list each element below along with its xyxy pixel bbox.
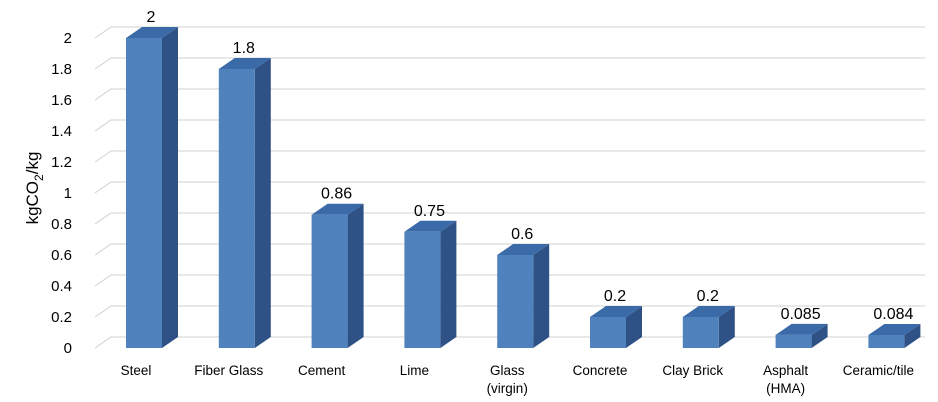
bar-side (811, 323, 828, 348)
data-label: 0.86 (321, 186, 352, 203)
bar (311, 203, 364, 348)
bar (590, 306, 642, 348)
data-label: 2 (147, 9, 156, 26)
y-tick-label: 0.6 (51, 247, 72, 264)
bar-front (404, 231, 441, 348)
x-category-label: Clay Brick (662, 363, 723, 378)
x-category-label: Lime (400, 363, 429, 378)
y-tick-label: 0.4 (51, 278, 72, 295)
gridline (94, 336, 925, 349)
gridline (94, 57, 925, 70)
bar-top (497, 244, 550, 255)
y-tick-label: 1.6 (51, 92, 72, 109)
gridline (94, 243, 925, 256)
data-label: 0.75 (414, 203, 445, 220)
data-label: 0.084 (873, 306, 913, 323)
y-tick-label: 0.8 (51, 216, 72, 233)
x-category-label: Concrete (573, 363, 628, 378)
data-labels: 2 1.8 0.86 0.75 0.6 0.2 0.2 0.085 0.084 (147, 9, 914, 323)
bar-side (254, 58, 271, 348)
bar (126, 27, 178, 348)
y-tick-label: 1 (64, 185, 72, 202)
bar-side (533, 244, 550, 348)
bar-top (682, 306, 735, 317)
gridline (94, 181, 925, 194)
bar-side (162, 27, 178, 348)
y-tick-label: 2 (64, 30, 72, 47)
bar-side (626, 306, 642, 348)
bar-top (126, 27, 178, 38)
bars (126, 27, 921, 348)
bar-top (311, 203, 364, 215)
bar-front (590, 317, 626, 348)
y-axis-title: kgCO2/kg (23, 152, 46, 225)
bar-side (718, 306, 735, 348)
bar-front (682, 317, 719, 348)
bar (404, 220, 457, 348)
data-label: 0.6 (511, 226, 533, 243)
x-category-label: Steel (121, 363, 152, 378)
bar-top (775, 323, 828, 335)
bar-front (311, 214, 348, 348)
bar-front (868, 334, 905, 348)
x-category-label: Asphalt (HMA) (763, 363, 808, 396)
gridline (94, 88, 925, 101)
y-tick-label: 1.4 (51, 123, 72, 140)
data-label: 0.2 (604, 288, 626, 305)
y-tick-label: 0.2 (51, 309, 72, 326)
bar-front (218, 69, 255, 348)
bar-top (868, 323, 921, 335)
gridlines (94, 26, 925, 349)
x-category-label: Fiber Glass (194, 363, 263, 378)
gridline (94, 212, 925, 225)
gridline (94, 150, 925, 163)
bar (775, 323, 828, 348)
y-tick-label: 1.8 (51, 61, 72, 78)
x-category-label: Ceramic/tile (843, 363, 914, 378)
bar-front (775, 334, 812, 348)
x-category-label: Cement (298, 363, 346, 378)
data-label: 0.2 (697, 288, 719, 305)
bar-front (497, 255, 534, 348)
bar-front (126, 38, 162, 348)
bar-top (590, 306, 642, 317)
x-axis-categories: Steel Fiber Glass Cement Lime Glass (virgin) C… (121, 363, 914, 396)
gridline (94, 26, 925, 39)
bar (218, 58, 271, 348)
bar-top (404, 220, 457, 232)
bar-side (904, 323, 921, 348)
data-label: 0.085 (781, 306, 821, 323)
bar (868, 323, 921, 348)
y-tick-label: 0 (64, 340, 72, 357)
x-category-label: Glass (virgin) (487, 363, 528, 396)
y-axis-ticks: 0 0.2 0.4 0.6 0.8 1 1.2 1.4 1.6 1.8 2 (51, 30, 72, 357)
bar (497, 244, 550, 348)
bar-side (347, 203, 364, 348)
bar-side (440, 220, 457, 348)
gridline (94, 274, 925, 287)
y-tick-label: 1.2 (51, 154, 72, 171)
gridline (94, 305, 925, 318)
gridline (94, 119, 925, 132)
bar-top (218, 58, 271, 69)
bar (682, 306, 735, 348)
data-label: 1.8 (233, 40, 255, 57)
